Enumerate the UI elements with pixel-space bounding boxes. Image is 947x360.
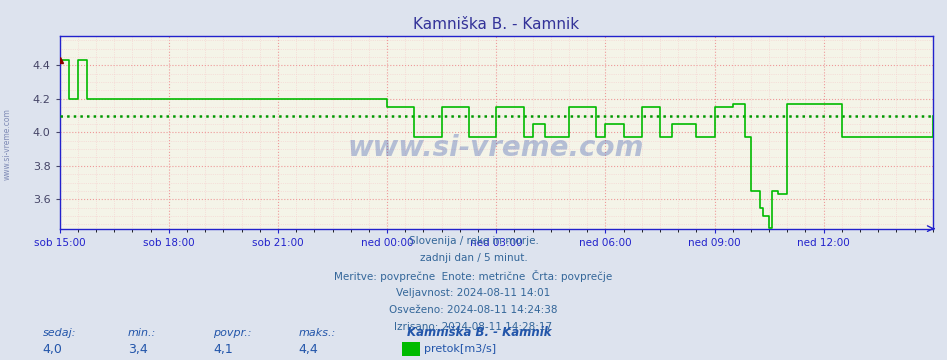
Text: Veljavnost: 2024-08-11 14:01: Veljavnost: 2024-08-11 14:01 <box>397 288 550 298</box>
Text: 3,4: 3,4 <box>128 343 148 356</box>
Text: www.si-vreme.com: www.si-vreme.com <box>3 108 12 180</box>
Text: Kamniška B. - Kamnik: Kamniška B. - Kamnik <box>407 327 552 339</box>
Text: 4,0: 4,0 <box>43 343 63 356</box>
Text: povpr.:: povpr.: <box>213 328 252 338</box>
Text: 4,1: 4,1 <box>213 343 233 356</box>
Text: Slovenija / reke in morje.: Slovenija / reke in morje. <box>408 236 539 246</box>
Text: Izrisano: 2024-08-11 14:28:17: Izrisano: 2024-08-11 14:28:17 <box>395 322 552 332</box>
Text: 4,4: 4,4 <box>298 343 318 356</box>
Text: Meritve: povprečne  Enote: metrične  Črta: povprečje: Meritve: povprečne Enote: metrične Črta:… <box>334 270 613 282</box>
Text: maks.:: maks.: <box>298 328 335 338</box>
Text: zadnji dan / 5 minut.: zadnji dan / 5 minut. <box>420 253 527 263</box>
Title: Kamniška B. - Kamnik: Kamniška B. - Kamnik <box>413 17 580 32</box>
Text: pretok[m3/s]: pretok[m3/s] <box>424 344 496 354</box>
Text: Osveženo: 2024-08-11 14:24:38: Osveženo: 2024-08-11 14:24:38 <box>389 305 558 315</box>
Text: www.si-vreme.com: www.si-vreme.com <box>348 134 645 162</box>
Text: min.:: min.: <box>128 328 156 338</box>
Text: sedaj:: sedaj: <box>43 328 76 338</box>
